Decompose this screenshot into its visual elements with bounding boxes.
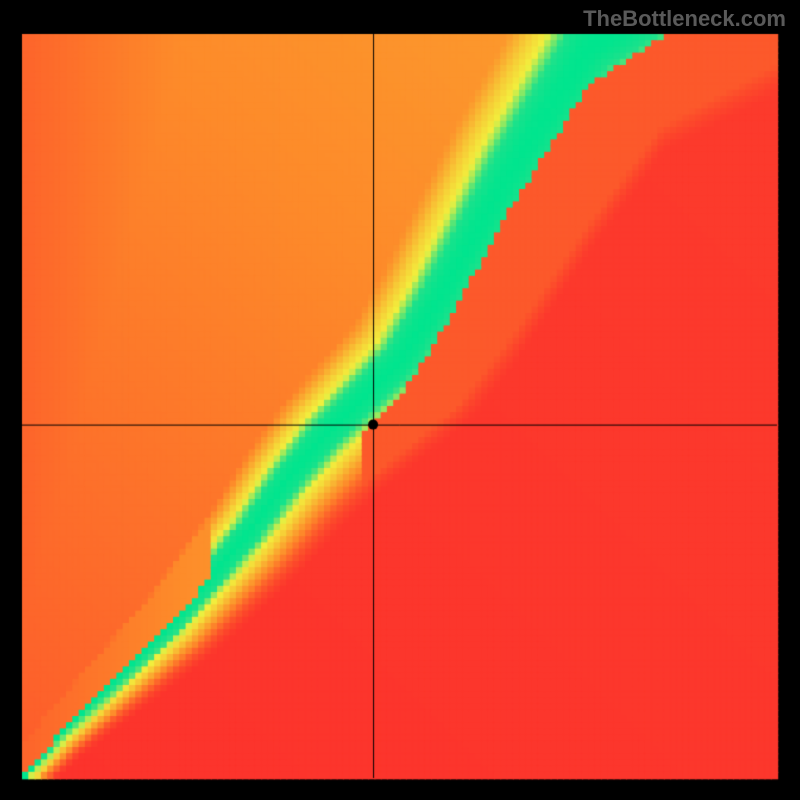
- watermark-text: TheBottleneck.com: [583, 6, 786, 32]
- bottleneck-heatmap: [0, 0, 800, 800]
